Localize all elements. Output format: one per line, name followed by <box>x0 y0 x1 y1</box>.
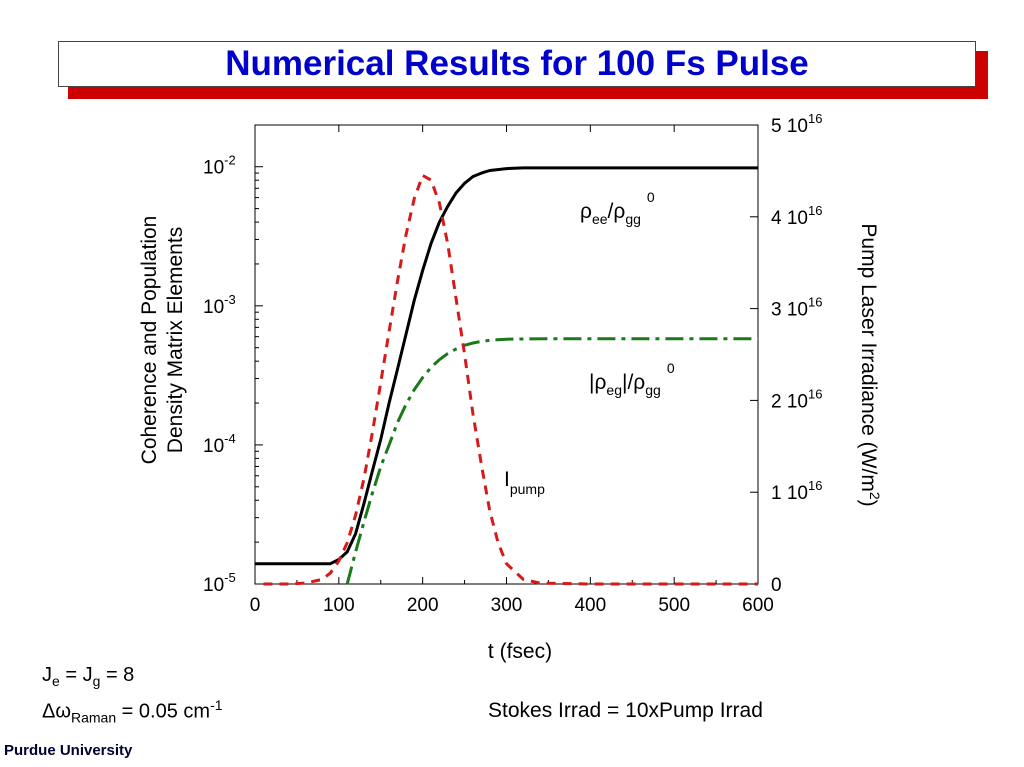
y-axis-label-line2: Density Matrix Elements <box>164 227 187 453</box>
x-tick-label: 600 <box>742 595 774 616</box>
params-line-2: ΔωRaman = 0.05 cm-1 <box>42 697 223 726</box>
y2-tick-label: 4 1016 <box>771 203 822 229</box>
y2-tick-label: 1 1016 <box>771 478 822 504</box>
series-line-1 <box>255 166 758 566</box>
stokes-note: Stokes Irrad = 10xPump Irrad <box>488 699 763 722</box>
curve-labels: ρee/ρgg0 |ρeg|/ρgg0 Ipump <box>504 189 675 497</box>
page-title: Numerical Results for 100 Fs Pulse <box>225 44 809 83</box>
y2-tick-label: 3 1016 <box>771 295 822 321</box>
x-tick-label: 100 <box>323 595 355 616</box>
series-line-2 <box>345 337 758 585</box>
series-line-3 <box>263 174 758 586</box>
x-axis-label: t (fsec) <box>488 640 552 663</box>
series-lines <box>255 166 758 586</box>
brand-label: Purdue University <box>4 742 133 759</box>
ipump-label: Ipump <box>504 468 545 497</box>
x-tick-label: 500 <box>658 595 690 616</box>
axis-labels: t (fsec) Coherence and Population Densit… <box>138 216 883 663</box>
y2-tick-label: 0 <box>771 575 782 596</box>
y2-tick-label: 5 1016 <box>771 111 822 137</box>
y2-tick-label: 2 1016 <box>771 386 822 412</box>
plot-frame <box>254 124 759 585</box>
y-tick-label: 10-5 <box>203 570 236 596</box>
y-tick-label: 10-3 <box>203 292 236 318</box>
params-line-1: Je = Jg = 8 <box>42 664 135 689</box>
y-axis-label-line1: Coherence and Population <box>138 216 161 465</box>
axis-ticks: 0 100 200 300 400 500 600 10-2 10-3 10-4 10-5 0 1 10… <box>203 111 822 616</box>
y-tick-label: 10-4 <box>203 431 236 457</box>
rho-eg-label: |ρeg|/ρgg0 <box>589 360 675 398</box>
x-tick-label: 200 <box>407 595 439 616</box>
y-tick-label: 10-2 <box>203 153 236 179</box>
rho-ee-label: ρee/ρgg0 <box>580 189 655 227</box>
x-tick-label: 300 <box>491 595 523 616</box>
y2-axis-label: Pump Laser Irradiance (W/m2) <box>857 223 883 506</box>
title-box: Numerical Results for 100 Fs Pulse <box>58 41 976 87</box>
x-tick-label: 0 <box>250 595 261 616</box>
x-tick-label: 400 <box>574 595 606 616</box>
